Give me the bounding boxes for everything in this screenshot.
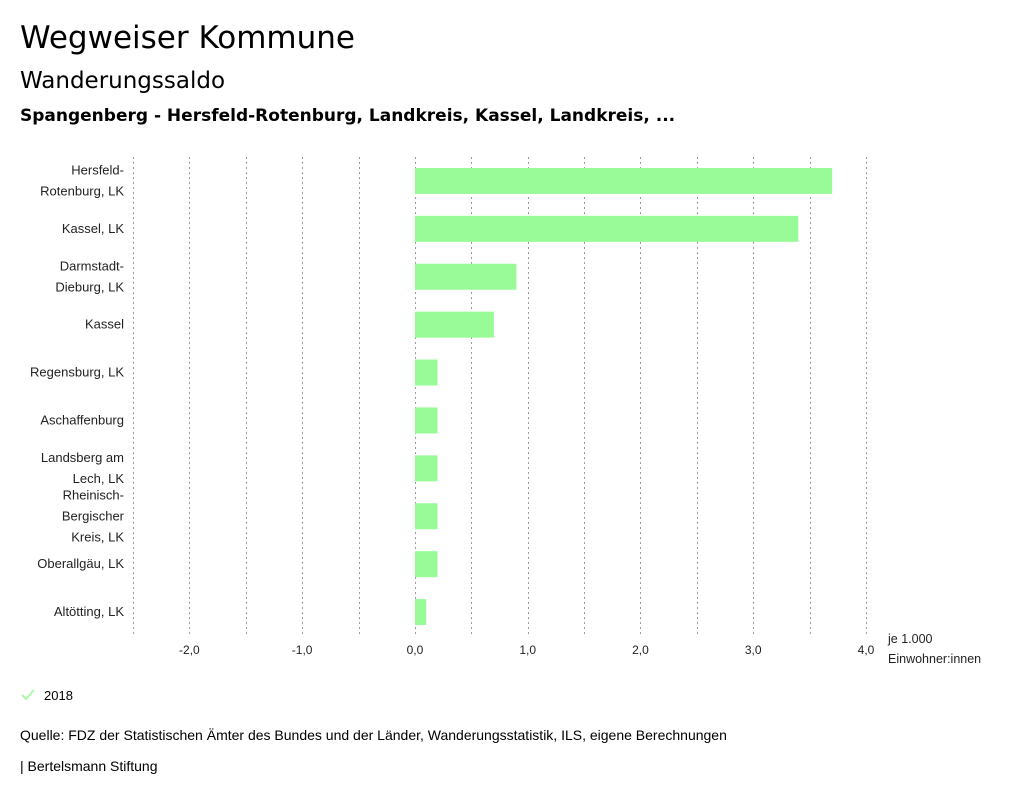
x-tick-label: -2,0 [179,643,200,657]
x-axis-unit-label: Einwohner:innen [888,652,981,666]
bar [414,503,438,530]
category-label: Darmstadt- [60,258,124,273]
category-label: Kassel, LK [62,221,124,236]
bar [414,599,427,626]
bar [414,455,438,482]
bar [414,263,517,290]
bar [414,215,799,242]
x-tick-label: 0,0 [407,643,424,657]
x-axis-unit-label: je 1.000 [887,632,933,646]
check-icon[interactable] [20,687,36,703]
source-note: Quelle: FDZ der Statistischen Ämter des … [20,727,727,743]
category-label: Rheinisch- [63,487,124,502]
category-label: Hersfeld- [71,162,124,177]
category-label: Aschaffenburg [40,412,124,427]
bar [414,167,833,194]
page-title: Wegweiser Kommune [20,20,355,56]
category-label: Kreis, LK [71,529,124,544]
bar [414,551,438,578]
x-tick-label: 1,0 [519,643,536,657]
category-label: Rotenburg, LK [40,183,124,198]
category-label: Landsberg am [41,450,124,465]
x-tick-label: 2,0 [632,643,649,657]
region-selector-label[interactable]: Spangenberg - Hersfeld-Rotenburg, Landkr… [20,106,676,126]
category-label: Dieburg, LK [55,279,124,294]
x-tick-label: 3,0 [745,643,762,657]
category-label: Oberallgäu, LK [37,556,124,571]
bar [414,311,494,338]
chart-subtitle: Wanderungssaldo [20,68,226,94]
bar [414,407,438,434]
category-label: Regensburg, LK [30,365,124,380]
x-tick-label: 4,0 [858,643,875,657]
category-label: Bergischer [62,508,125,523]
brand-footer: | Bertelsmann Stiftung [20,758,158,774]
legend-label: 2018 [44,687,73,703]
category-label: Kassel [85,317,124,332]
bar [414,359,438,386]
category-label: Altötting, LK [54,604,124,619]
x-tick-label: -1,0 [292,643,313,657]
category-label: Lech, LK [73,471,125,486]
bar-chart: -2,0 -1,0 0,0 1,0 2,0 3,0 4,0 je 1.000 Einwohner… [30,157,981,666]
legend[interactable]: 2018 [20,687,73,703]
